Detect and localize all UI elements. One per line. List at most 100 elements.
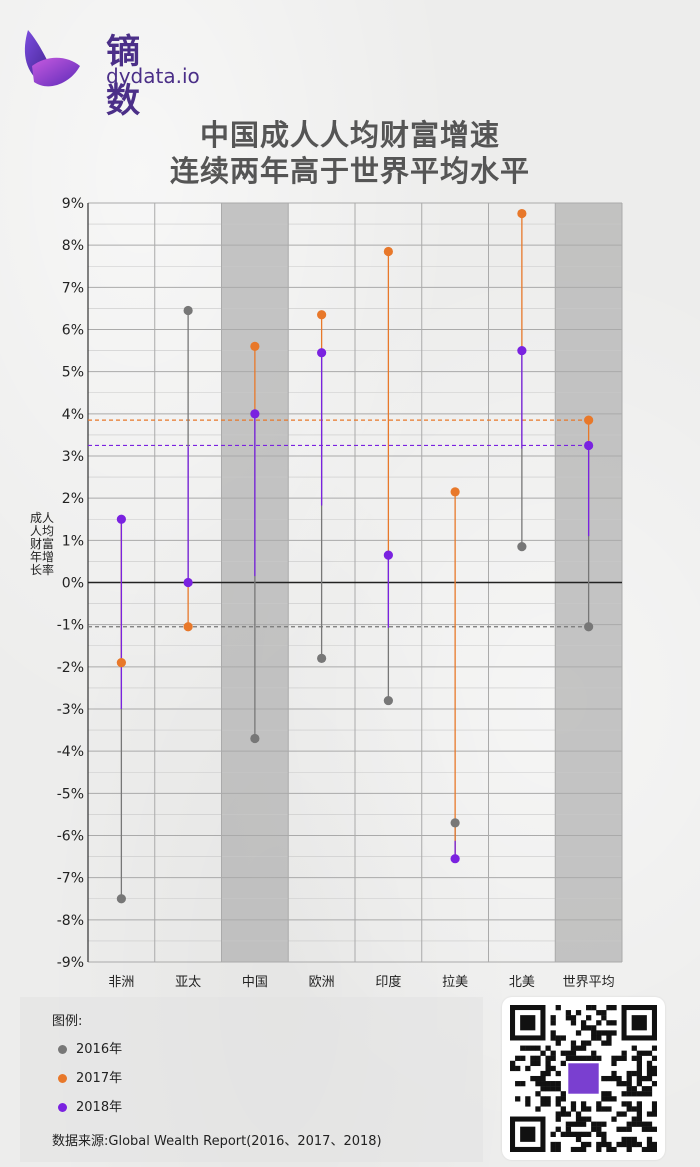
qr-module [646, 1070, 653, 1077]
qr-module [580, 1040, 587, 1046]
brand-logo: 镝 数 dydata.io [18, 22, 208, 121]
point-2018 [450, 854, 460, 864]
qr-module [626, 1126, 632, 1132]
qr-module [621, 1126, 627, 1132]
qr-finder-inner [520, 1126, 536, 1142]
qr-module [575, 1111, 582, 1117]
qr-module [616, 1111, 622, 1117]
qr-module [621, 1091, 627, 1097]
qr-module [621, 1141, 627, 1148]
qr-module [606, 1146, 612, 1152]
point-2017 [517, 208, 527, 219]
qr-code[interactable] [502, 997, 665, 1160]
qr-module [601, 1136, 607, 1143]
qr-module [520, 1055, 526, 1061]
legend-item-2017: 2017年 [58, 1067, 122, 1086]
qr-module [591, 1025, 597, 1031]
qr-module [636, 1075, 642, 1082]
qr-module [570, 1106, 577, 1112]
point-2018 [250, 409, 260, 419]
qr-module [570, 1040, 577, 1046]
qr-module [591, 1035, 597, 1041]
qr-module [646, 1091, 653, 1097]
qr-module [626, 1101, 632, 1107]
qr-module [636, 1081, 642, 1087]
qr-module [515, 1065, 521, 1072]
qr-module [575, 1121, 582, 1127]
qr-module [550, 1131, 556, 1137]
qr-module [586, 1005, 592, 1011]
qr-center-logo-icon [568, 1063, 599, 1094]
x-tick-label: 中国 [242, 975, 268, 990]
y-tick-label: 3% [62, 449, 84, 465]
x-tick-label: 印度 [375, 974, 401, 990]
qr-module [606, 1106, 612, 1112]
point-2017 [584, 415, 594, 425]
qr-module [631, 1055, 637, 1061]
qr-module [580, 1020, 587, 1026]
qr-module [611, 1096, 617, 1102]
qr-module [606, 1141, 612, 1148]
qr-module [586, 1015, 592, 1021]
point-2017 [317, 310, 327, 320]
qr-module [631, 1045, 637, 1051]
qr-module [565, 1121, 572, 1127]
qr-module [515, 1096, 521, 1102]
qr-module [646, 1141, 653, 1148]
qr-module [575, 1010, 582, 1016]
qr-module [530, 1060, 536, 1067]
qr-module [535, 1045, 541, 1051]
qr-module [611, 1116, 617, 1122]
qr-module [570, 1101, 577, 1107]
dumbbell-chart: 9% 8% 7% 6% 5% 4% 3% 2% 1% 0% -1% -2% -3% -4% -5% -6% -7… [57, 196, 623, 990]
qr-module [641, 1075, 648, 1082]
qr-module [611, 1070, 617, 1077]
qr-module [580, 1106, 587, 1112]
qr-module [510, 1060, 516, 1067]
qr-module [636, 1106, 642, 1112]
qr-module [580, 1101, 587, 1107]
qr-module [586, 1141, 592, 1148]
qr-module [545, 1045, 551, 1051]
qr-module [621, 1136, 627, 1143]
x-tick-label: 北美 [509, 975, 535, 990]
qr-module [540, 1081, 546, 1087]
y-tick-label: -6% [57, 829, 84, 845]
legend-item-2016: 2016年 [58, 1038, 122, 1057]
qr-module [606, 1035, 612, 1041]
qr-module [636, 1111, 642, 1117]
qr-module [570, 1020, 577, 1026]
qr-module [651, 1126, 657, 1132]
qr-module [530, 1045, 536, 1051]
qr-module [580, 1141, 587, 1148]
qr-module [596, 1146, 602, 1152]
qr-module [616, 1081, 622, 1087]
point-2016 [116, 894, 126, 904]
qr-module [601, 1091, 607, 1097]
qr-module [591, 1005, 597, 1011]
qr-module [606, 1096, 612, 1102]
qr-module [575, 1131, 582, 1137]
point-2016 [383, 695, 393, 706]
qr-module [631, 1141, 637, 1148]
qr-module [646, 1146, 653, 1152]
qr-module [580, 1055, 587, 1061]
qr-module [525, 1096, 531, 1102]
qr-module [555, 1146, 561, 1152]
qr-module [555, 1141, 561, 1148]
qr-module [626, 1141, 632, 1148]
qr-module [560, 1050, 566, 1056]
qr-module [626, 1070, 632, 1077]
qr-module [626, 1146, 632, 1152]
qr-module [555, 1096, 561, 1102]
qr-module [555, 1116, 561, 1122]
qr-module [651, 1070, 657, 1077]
chart-subtitle: 连续两年高于世界平均水平 [169, 154, 530, 188]
qr-module [601, 1040, 607, 1046]
qr-module [540, 1086, 546, 1092]
y-tick-label: 8% [62, 238, 84, 254]
qr-module [560, 1091, 566, 1097]
qr-module [646, 1060, 653, 1067]
qr-module [596, 1141, 602, 1148]
y-tick-label: -1% [57, 618, 84, 634]
